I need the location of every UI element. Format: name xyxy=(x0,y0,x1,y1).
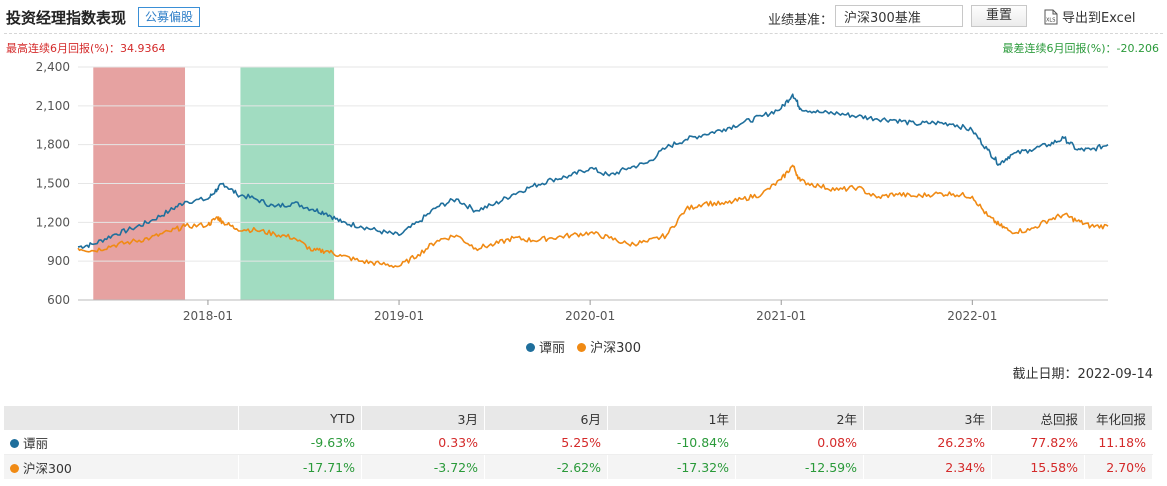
export-excel-button[interactable]: XLS 导出到Excel xyxy=(1044,7,1135,26)
col-header-2y: 2年 xyxy=(735,406,864,430)
row-name: 谭丽 xyxy=(4,430,239,455)
y-tick-label: 1,800 xyxy=(36,138,70,152)
legend-item-manager[interactable]: 谭丽 xyxy=(526,341,565,356)
table-cell: -2.62% xyxy=(484,454,608,479)
table-row: 沪深300 -17.71% -3.72% -2.62% -17.32% -12.59% 2.… xyxy=(4,454,1153,479)
col-header-6m: 6月 xyxy=(484,406,608,430)
x-tick-label: 2020-01 xyxy=(565,309,615,323)
table-cell: -10.84% xyxy=(607,430,736,455)
table-cell: 0.08% xyxy=(735,430,864,455)
x-tick-label: 2019-01 xyxy=(374,309,424,323)
legend-item-benchmark[interactable]: 沪深300 xyxy=(577,341,641,356)
performance-chart: 2,400 2,100 1,800 1,500 1,200 900 600 2018-01 2… xyxy=(36,60,1109,323)
max-6m-return: 最高连续6月回报(%)：34.9364 xyxy=(6,42,166,55)
row-dot xyxy=(10,438,19,448)
chart-legend: 谭丽 沪深300 xyxy=(0,337,1167,356)
row-name: 沪深300 xyxy=(4,454,239,479)
legend-dot-benchmark xyxy=(577,343,587,352)
series-line-manager xyxy=(77,93,1109,249)
col-header-3m: 3月 xyxy=(361,406,485,430)
y-tick-label: 600 xyxy=(47,293,70,307)
table-cell: 26.23% xyxy=(863,430,992,455)
xls-file-icon: XLS xyxy=(1044,9,1058,25)
row-dot xyxy=(10,463,19,473)
y-tick-label: 900 xyxy=(47,254,70,268)
reset-button[interactable]: 重置 xyxy=(971,5,1027,27)
svg-text:XLS: XLS xyxy=(1046,17,1055,23)
performance-table: YTD 3月 6月 1年 2年 3年 总回报 年化回报 谭丽 -9.63% 0.33… xyxy=(4,406,1153,479)
x-tick-label: 2021-01 xyxy=(756,309,806,323)
export-label: 导出到Excel xyxy=(1062,11,1136,26)
col-header-name xyxy=(4,406,239,430)
col-header-ytd: YTD xyxy=(238,406,362,430)
y-tick-label: 2,400 xyxy=(36,60,70,74)
header-divider xyxy=(4,33,1163,34)
table-cell: 77.82% xyxy=(991,430,1085,455)
table-cell: 0.33% xyxy=(361,430,485,455)
table-cell: 2.34% xyxy=(863,454,992,479)
legend-label-manager: 谭丽 xyxy=(539,341,566,356)
table-cell: -9.63% xyxy=(238,430,362,455)
legend-label-benchmark: 沪深300 xyxy=(590,341,641,356)
table-row: 谭丽 -9.63% 0.33% 5.25% -10.84% 0.08% 26.23% 77.8… xyxy=(4,430,1153,455)
table-cell: -12.59% xyxy=(735,454,864,479)
y-tick-label: 1,200 xyxy=(36,215,70,229)
col-header-1y: 1年 xyxy=(607,406,736,430)
table-cell: -3.72% xyxy=(361,454,485,479)
table-header-row: YTD 3月 6月 1年 2年 3年 总回报 年化回报 xyxy=(4,406,1153,430)
series-line-benchmark xyxy=(77,164,1109,269)
x-tick-label: 2022-01 xyxy=(947,309,997,323)
table-cell: 2.70% xyxy=(1084,454,1153,479)
as-of-date: 截止日期：2022-09-14 xyxy=(1012,367,1153,382)
col-header-annual: 年化回报 xyxy=(1084,406,1153,430)
legend-dot-manager xyxy=(526,343,535,352)
table-cell: -17.32% xyxy=(607,454,736,479)
row-name-label: 沪深300 xyxy=(23,460,72,476)
table-cell: 15.58% xyxy=(991,454,1085,479)
table-cell: -17.71% xyxy=(238,454,362,479)
col-header-3y: 3年 xyxy=(863,406,992,430)
y-tick-label: 2,100 xyxy=(36,99,70,113)
col-header-total: 总回报 xyxy=(991,406,1085,430)
benchmark-label: 业绩基准： xyxy=(768,13,834,28)
x-tick-label: 2018-01 xyxy=(183,309,233,323)
min-6m-return: 最差连续6月回报(%)：-20.206 xyxy=(1002,42,1160,55)
row-name-label: 谭丽 xyxy=(23,435,49,451)
category-tag: 公募偏股 xyxy=(138,7,201,27)
table-cell: 5.25% xyxy=(484,430,608,455)
table-cell: 11.18% xyxy=(1084,430,1153,455)
y-tick-label: 1,500 xyxy=(36,177,70,191)
page-title: 投资经理指数表现 xyxy=(6,9,127,27)
benchmark-input[interactable] xyxy=(835,5,963,27)
